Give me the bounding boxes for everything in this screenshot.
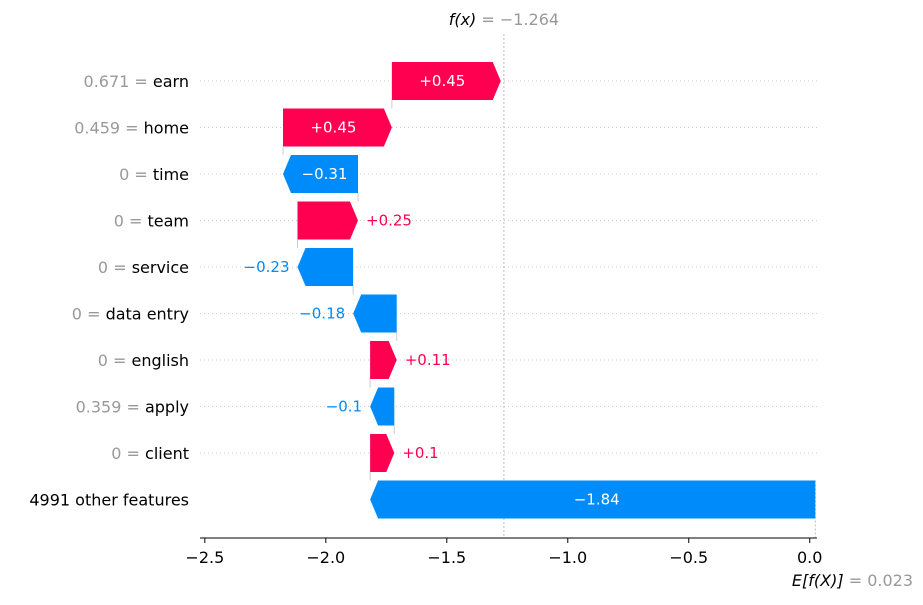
feature-equals: = bbox=[121, 398, 145, 417]
feature-name: team bbox=[147, 212, 189, 231]
bar-value-label: +0.45 bbox=[419, 72, 465, 90]
feature-value: 0 bbox=[111, 444, 121, 463]
bar-4991-other-features bbox=[370, 480, 816, 519]
row-gridlines bbox=[200, 80, 817, 454]
fx-value: −1.264 bbox=[500, 10, 559, 29]
bar-data-entry bbox=[353, 294, 397, 333]
x-tick-label: 0.0 bbox=[797, 548, 822, 567]
feature-name: home bbox=[144, 119, 189, 138]
bar-value-label: −1.84 bbox=[574, 491, 620, 509]
feature-equals: = bbox=[129, 72, 153, 91]
x-tick-label: −2.5 bbox=[185, 548, 224, 567]
feature-equals: = bbox=[120, 119, 144, 138]
feature-value: 0.359 bbox=[76, 398, 122, 417]
feature-label: 0 = data entry bbox=[72, 305, 189, 324]
feature-label: 0 = english bbox=[98, 351, 189, 370]
fx-annotation: f(x) = −1.264 bbox=[449, 10, 559, 29]
bar-value-label: +0.45 bbox=[310, 119, 356, 137]
bar-earn bbox=[391, 62, 501, 100]
feature-value: 0.459 bbox=[74, 119, 120, 138]
bar-client bbox=[370, 434, 395, 472]
bar-value-label: +0.11 bbox=[405, 351, 451, 369]
feature-equals: = bbox=[82, 305, 106, 324]
feature-value: 0 bbox=[98, 258, 108, 277]
fx-label: f(x) bbox=[449, 10, 477, 29]
feature-label: 0.359 = apply bbox=[76, 398, 189, 417]
feature-value: 0 bbox=[114, 212, 124, 231]
x-tick-label: −2.0 bbox=[306, 548, 345, 567]
bar-value-label: −0.23 bbox=[244, 258, 290, 276]
x-tick-label: −1.0 bbox=[548, 548, 587, 567]
feature-label: 0 = time bbox=[119, 165, 189, 184]
bar-home bbox=[282, 108, 392, 147]
feature-label: 4991 other features bbox=[29, 491, 189, 510]
bar-value-label: −0.18 bbox=[299, 305, 345, 323]
bar-apply bbox=[370, 387, 395, 426]
feature-name: earn bbox=[153, 72, 189, 91]
feature-label: 0.459 = home bbox=[74, 119, 189, 138]
feature-name: service bbox=[132, 258, 189, 277]
feature-equals: = bbox=[129, 165, 153, 184]
bar-time bbox=[282, 155, 359, 193]
bar-service bbox=[297, 248, 354, 286]
feature-value: 0.671 bbox=[84, 72, 130, 91]
bar-value-label: +0.25 bbox=[366, 212, 412, 230]
feature-name: apply bbox=[145, 398, 189, 417]
x-tick-label: −1.5 bbox=[427, 548, 466, 567]
x-axis: −2.5 −2.0 −1.5 −1.0 −0.5 0.0 bbox=[185, 537, 822, 567]
feature-value: 0 bbox=[98, 351, 108, 370]
bar-value-label: −0.31 bbox=[302, 165, 348, 183]
base-label: E[f(X)] bbox=[792, 571, 844, 590]
base-value: 0.023 bbox=[867, 571, 913, 590]
feature-name: data entry bbox=[106, 305, 189, 324]
annotations: f(x) = −1.264 E[f(X)] = 0.023 bbox=[449, 10, 913, 590]
feature-label: 0.671 = earn bbox=[84, 72, 189, 91]
feature-equals: = bbox=[108, 258, 132, 277]
feature-value: 0 bbox=[72, 305, 82, 324]
base-equals: = bbox=[849, 571, 868, 590]
feature-name: 4991 other features bbox=[29, 491, 189, 510]
feature-name: client bbox=[145, 444, 189, 463]
bar-value-label: −0.1 bbox=[326, 398, 362, 416]
bar-value-label: +0.1 bbox=[402, 444, 438, 462]
base-annotation: E[f(X)] = 0.023 bbox=[792, 571, 913, 590]
fx-equals: = bbox=[481, 10, 500, 29]
feature-label: 0 = service bbox=[98, 258, 189, 277]
feature-equals: = bbox=[124, 212, 148, 231]
feature-equals: = bbox=[121, 444, 145, 463]
x-tick-label: −0.5 bbox=[669, 548, 708, 567]
feature-label: 0 = client bbox=[111, 444, 189, 463]
bar-team bbox=[297, 201, 359, 240]
feature-value: 0 bbox=[119, 165, 129, 184]
bars: +0.45 +0.45 −0.31 +0.25 −0.23 −0.18 +0.11 −0.1 +… bbox=[244, 62, 816, 519]
feature-name: english bbox=[131, 351, 189, 370]
bar-english bbox=[370, 341, 397, 379]
feature-label: 0 = team bbox=[114, 212, 189, 231]
feature-equals: = bbox=[108, 351, 132, 370]
feature-name: time bbox=[153, 165, 189, 184]
